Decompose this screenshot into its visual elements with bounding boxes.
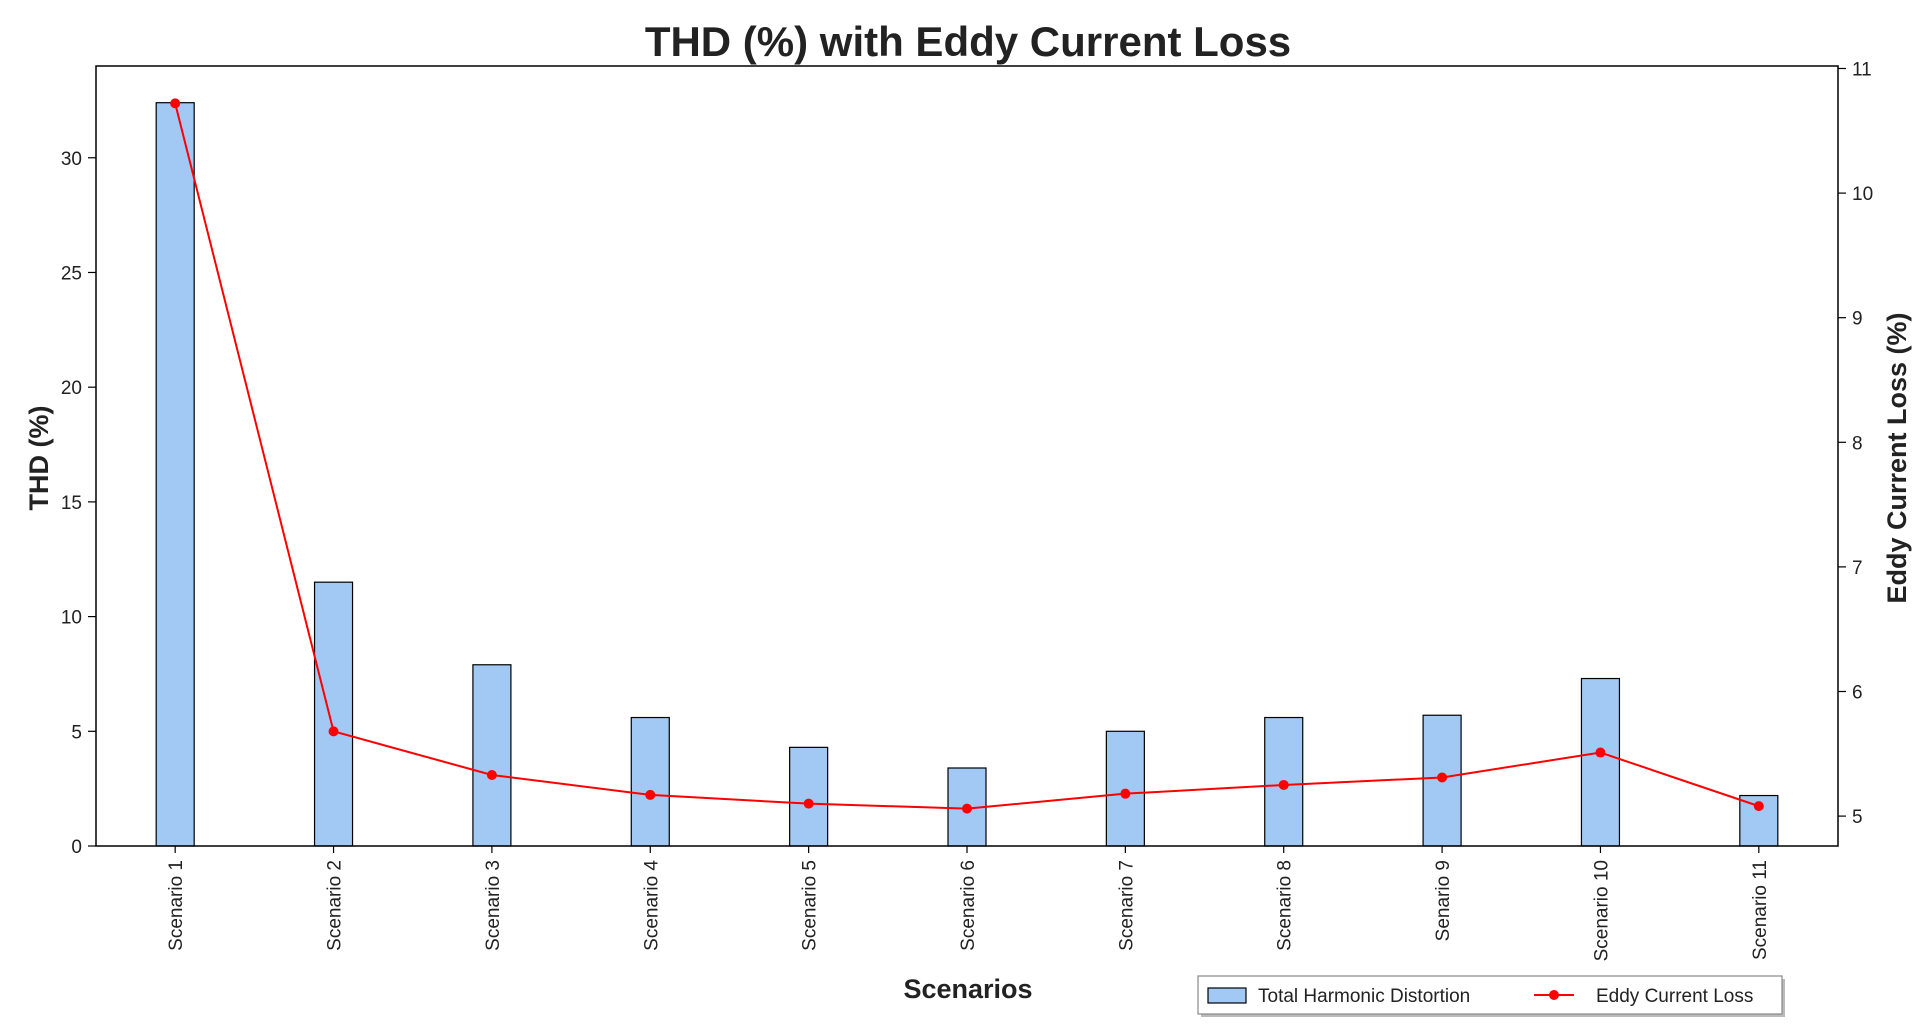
bars-layer <box>155 102 1779 847</box>
x-axis-title: Scenarios <box>903 974 1032 1004</box>
y-axis-title: THD (%) <box>24 406 54 511</box>
legend: Total Harmonic Distortion Eddy Current Lo… <box>1197 975 1785 1017</box>
x-tick-label-9: Scenario 10 <box>1591 860 1612 961</box>
y2-tick-label-1: 6 <box>1852 682 1863 703</box>
y2-tick-label-5: 10 <box>1852 184 1873 205</box>
x-tick-label-1: Scenario 2 <box>325 860 346 951</box>
eddy-point-6 <box>962 803 972 814</box>
x-tick-label-3: Scenario 4 <box>641 860 662 951</box>
bar-4 <box>630 716 670 847</box>
legend-label-thd: Total Harmonic Distortion <box>1258 986 1470 1007</box>
legend-marker-eddy <box>1549 990 1559 1000</box>
x-tick-label-6: Scenario 7 <box>1116 860 1137 951</box>
legend-box <box>1197 975 1783 1015</box>
eddy-point-1 <box>170 98 181 109</box>
eddy-point-9 <box>1437 772 1448 783</box>
y2-tick-label-3: 8 <box>1852 433 1863 454</box>
eddy-point-8 <box>1278 779 1289 790</box>
x-tick-label-5: Scenario 6 <box>958 860 979 951</box>
y-tick-label-3: 15 <box>61 493 82 514</box>
bar-1 <box>155 102 195 847</box>
plot-frame <box>95 65 1839 847</box>
y2-tick-label-2: 7 <box>1852 558 1863 579</box>
bar-11 <box>1739 794 1779 847</box>
legend-label-eddy: Eddy Current Loss <box>1596 986 1753 1007</box>
axes-layer: 0 5 10 15 20 25 30 5 6 7 8 9 10 11 Scenario 1 Scenario … <box>61 59 1873 961</box>
bar-10 <box>1580 677 1621 847</box>
x-tick-label-0: Scenario 1 <box>166 860 187 951</box>
eddy-point-2 <box>328 726 339 737</box>
bar-3 <box>472 664 512 847</box>
y-tick-label-2: 10 <box>61 608 82 629</box>
y-tick-label-6: 30 <box>61 149 82 170</box>
eddy-point-5 <box>803 798 814 809</box>
y-tick-label-4: 20 <box>61 378 82 399</box>
x-tick-label-10: Scenario 11 <box>1750 860 1771 960</box>
y-tick-label-1: 5 <box>71 722 82 743</box>
bar-2 <box>313 581 354 847</box>
y2-axis-title: Eddy Current Loss (%) <box>1882 312 1912 603</box>
x-tick-label-4: Scenario 5 <box>800 860 821 951</box>
eddy-point-11 <box>1753 801 1764 812</box>
eddy-point-7 <box>1120 788 1131 799</box>
y2-tick-label-6: 11 <box>1852 59 1872 80</box>
chart-title: THD (%) with Eddy Current Loss <box>645 18 1291 65</box>
x-tick-label-2: Scenario 3 <box>483 860 504 951</box>
bar-5 <box>789 746 829 847</box>
eddy-point-10 <box>1595 747 1606 758</box>
eddy-point-4 <box>645 789 656 800</box>
legend-swatch-thd <box>1207 987 1247 1004</box>
x-tick-label-8: Senario 9 <box>1433 860 1454 941</box>
bar-7 <box>1105 730 1145 847</box>
y-tick-label-0: 0 <box>71 837 82 858</box>
line-layer <box>170 98 1764 814</box>
y2-tick-label-4: 9 <box>1852 309 1863 330</box>
y2-tick-label-0: 5 <box>1852 807 1863 828</box>
x-tick-label-7: Scenario 8 <box>1275 860 1296 951</box>
eddy-point-3 <box>486 769 497 780</box>
eddy-current-loss-line <box>174 103 1760 810</box>
y-tick-label-5: 25 <box>61 263 82 284</box>
